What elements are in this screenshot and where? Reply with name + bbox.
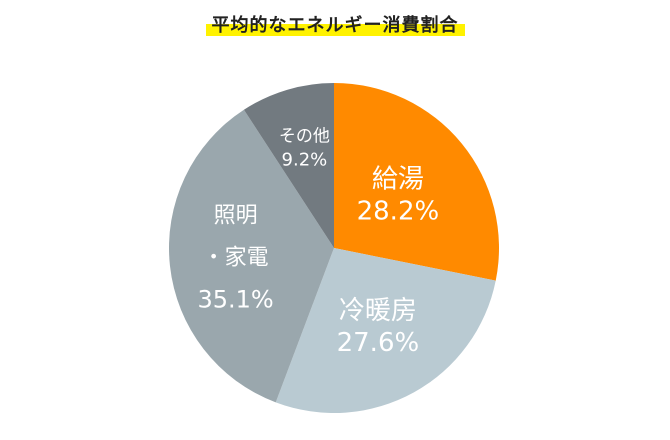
pie-slice-1	[275, 248, 496, 414]
pie-slice-3	[243, 83, 334, 248]
slice-0-value: 28.2%	[357, 196, 440, 226]
slice-1-label-0: 冷暖房	[339, 296, 417, 326]
chart-title-wrap: 平均的なエネルギー消費割合	[0, 14, 670, 38]
slice-0-label-0: 給湯	[372, 164, 424, 194]
chart-title: 平均的なエネルギー消費割合	[205, 14, 465, 38]
slice-3-label-0: その他	[279, 126, 330, 146]
slice-2-value: 35.1%	[197, 286, 273, 314]
slice-2-label-1: ・家電	[203, 246, 269, 271]
pie-slice-0	[334, 83, 499, 281]
slice-1-value: 27.6%	[337, 328, 420, 358]
slice-3-value: 9.2%	[282, 149, 328, 170]
pie-slice-2	[168, 109, 334, 403]
slice-2-label-0: 照明	[214, 204, 258, 229]
